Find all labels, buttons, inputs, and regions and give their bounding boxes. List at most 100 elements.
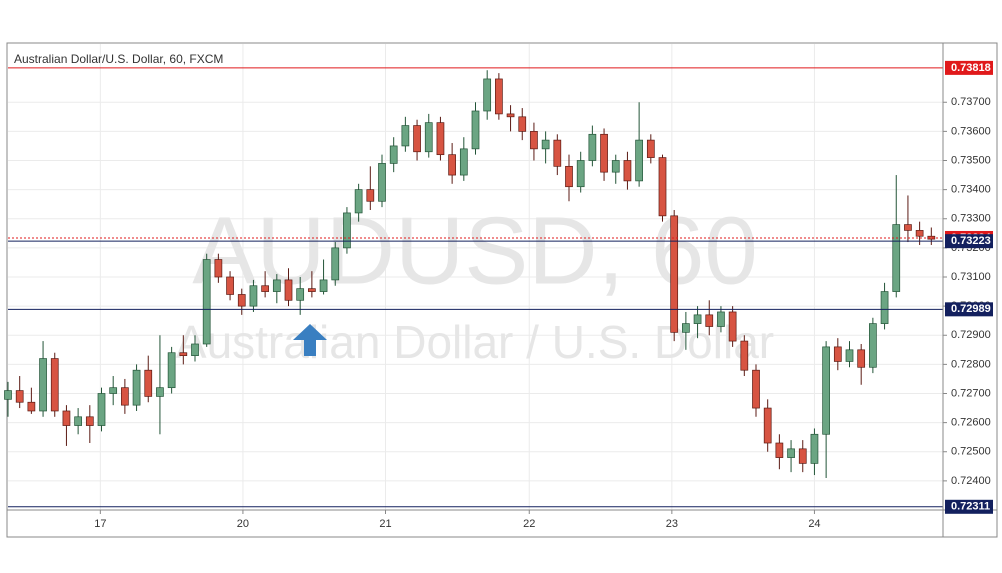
candle-body bbox=[343, 212, 351, 249]
candle-body bbox=[541, 139, 550, 150]
candle-body bbox=[50, 358, 59, 412]
candle-body bbox=[366, 189, 375, 202]
candle-body bbox=[670, 215, 679, 333]
level-label-box bbox=[945, 234, 993, 249]
candle-body bbox=[413, 125, 421, 153]
candle-body bbox=[927, 235, 936, 240]
candle-body bbox=[249, 285, 258, 307]
candle-body bbox=[354, 189, 363, 214]
candle-body bbox=[237, 294, 246, 307]
candle-body bbox=[869, 323, 877, 368]
candle-body bbox=[4, 390, 12, 400]
candle-body bbox=[261, 285, 269, 292]
candle-body bbox=[331, 247, 340, 281]
candle-body bbox=[775, 442, 784, 458]
candle-body bbox=[308, 288, 316, 292]
candle-body bbox=[810, 433, 819, 464]
y-tick-label: 0.73100 bbox=[951, 271, 991, 283]
candle-body bbox=[144, 369, 153, 397]
candle-body bbox=[132, 369, 141, 406]
candle-body bbox=[272, 279, 281, 292]
y-tick-label: 0.73400 bbox=[951, 184, 991, 196]
candle-body bbox=[319, 279, 328, 292]
candle-body bbox=[798, 448, 807, 464]
candle-body bbox=[728, 311, 737, 342]
x-tick-label: 22 bbox=[523, 518, 535, 530]
candle-body bbox=[658, 157, 667, 217]
plot bbox=[4, 67, 943, 508]
arrow-icon bbox=[293, 324, 327, 356]
candle-body bbox=[646, 139, 655, 158]
axis: 0.72400 0.72500 0.72600 0.72700 0.72800 0.729… bbox=[94, 60, 993, 530]
candle-body bbox=[378, 163, 386, 202]
candle-body bbox=[448, 154, 456, 176]
candle-body bbox=[740, 340, 749, 371]
candle-body bbox=[179, 352, 188, 356]
candle-body bbox=[693, 314, 702, 324]
candle-body bbox=[752, 369, 760, 409]
candle-body bbox=[576, 160, 585, 188]
x-tick-label: 23 bbox=[666, 518, 678, 530]
candle-body bbox=[682, 323, 690, 333]
y-tick-label: 0.73600 bbox=[951, 125, 991, 137]
candle-body bbox=[296, 288, 305, 301]
chart-frame bbox=[6, 42, 998, 538]
candle-body bbox=[424, 122, 433, 153]
y-tick-label: 0.72500 bbox=[951, 446, 991, 458]
candle-body bbox=[588, 133, 597, 161]
candle-body bbox=[904, 224, 912, 231]
candle-body bbox=[845, 349, 854, 362]
candle-body bbox=[121, 387, 129, 406]
y-tick-label: 0.73700 bbox=[951, 96, 991, 108]
y-tick-label: 0.73300 bbox=[951, 213, 991, 225]
candle-body bbox=[109, 387, 118, 394]
y-tick-label: 0.72400 bbox=[951, 475, 991, 487]
level-label-box bbox=[945, 60, 993, 75]
candle-body bbox=[401, 125, 410, 147]
candle-body bbox=[553, 139, 562, 167]
candle-body bbox=[39, 358, 47, 412]
candle-body bbox=[389, 145, 398, 164]
candle-body bbox=[880, 291, 889, 324]
candle-body bbox=[822, 346, 830, 435]
candle-body bbox=[483, 78, 492, 112]
y-tick-label: 0.72900 bbox=[951, 329, 991, 341]
candle-body bbox=[611, 160, 620, 173]
candle-body bbox=[530, 131, 538, 150]
candle-body bbox=[518, 116, 527, 132]
candle-body bbox=[167, 352, 176, 389]
candle-body bbox=[74, 416, 82, 426]
x-tick-label: 20 bbox=[237, 518, 249, 530]
level-label: 0.73818 bbox=[951, 62, 991, 74]
x-tick-label: 17 bbox=[94, 518, 106, 530]
candle-body bbox=[156, 387, 164, 397]
candle-body bbox=[892, 224, 901, 292]
candle-body bbox=[833, 346, 842, 362]
candle-body bbox=[915, 230, 924, 237]
level-label-box bbox=[945, 302, 993, 317]
candle-body bbox=[471, 110, 480, 150]
y-tick-label: 0.72600 bbox=[951, 417, 991, 429]
candle-body bbox=[857, 349, 866, 368]
candle-body bbox=[62, 410, 71, 426]
candle-body bbox=[284, 279, 293, 301]
candle-body bbox=[565, 165, 573, 188]
level-label: 0.72989 bbox=[951, 303, 991, 315]
candle-body bbox=[214, 259, 223, 278]
candle-body bbox=[15, 390, 24, 403]
candle-body bbox=[600, 133, 608, 173]
candle-body bbox=[623, 160, 632, 182]
candle-body bbox=[495, 78, 503, 115]
candle-body bbox=[85, 416, 94, 426]
candle-body bbox=[436, 122, 445, 156]
candle-body bbox=[459, 148, 468, 176]
candle-body bbox=[202, 259, 211, 345]
candle-body bbox=[191, 343, 199, 356]
y-tick-label: 0.72700 bbox=[951, 387, 991, 399]
candle-body bbox=[763, 407, 772, 444]
candle-body bbox=[226, 276, 234, 295]
candle-body bbox=[506, 113, 515, 118]
x-tick-label: 24 bbox=[808, 518, 820, 530]
